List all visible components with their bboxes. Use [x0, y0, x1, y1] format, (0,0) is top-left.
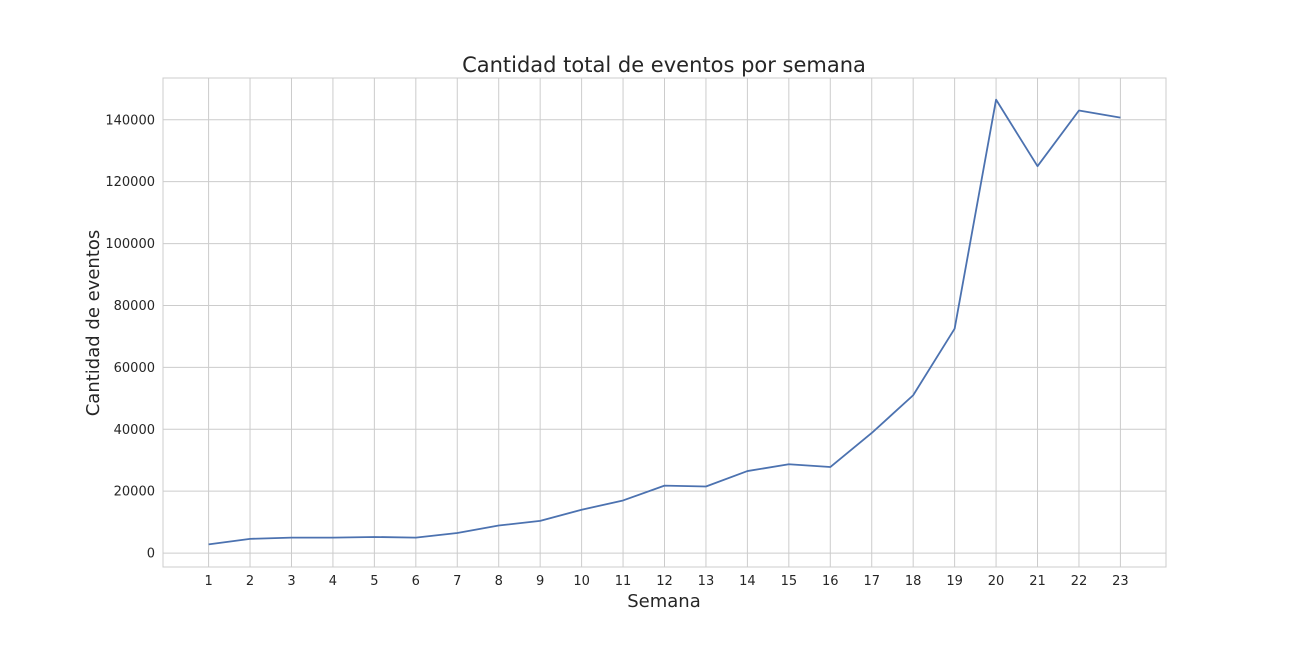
x-tick-label: 11 [615, 574, 632, 589]
y-gridlines [163, 119, 1166, 554]
x-tick-label: 17 [863, 574, 880, 589]
y-tick-label: 40000 [114, 423, 155, 438]
x-tick-label: 9 [536, 574, 544, 589]
x-tick-label: 1 [204, 574, 212, 589]
series-group [208, 98, 1121, 546]
x-tick-label: 21 [1029, 574, 1046, 589]
y-tick-label: 0 [147, 547, 155, 562]
x-tick-label: 13 [698, 574, 715, 589]
x-tick-label: 8 [495, 574, 503, 589]
y-tick-label: 140000 [105, 113, 155, 128]
y-tick-labels: 0 20000 40000 60000 80000 100000 120000 140000 [105, 113, 155, 561]
y-tick-label: 80000 [114, 299, 155, 314]
x-tick-label: 5 [370, 574, 378, 589]
y-axis-label: Cantidad de eventos [83, 230, 104, 417]
plot-frame [162, 77, 1167, 568]
series-line [208, 98, 1121, 546]
x-tick-label: 3 [287, 574, 295, 589]
x-gridlines [208, 78, 1121, 567]
x-tick-label: 23 [1112, 574, 1129, 589]
x-tick-label: 18 [905, 574, 922, 589]
y-tick-label: 60000 [114, 361, 155, 376]
x-tick-label: 22 [1071, 574, 1088, 589]
x-axis-label: Semana [627, 591, 701, 612]
x-tick-label: 15 [781, 574, 798, 589]
y-tick-label: 100000 [105, 237, 155, 252]
x-tick-label: 6 [412, 574, 420, 589]
x-tick-label: 7 [453, 574, 461, 589]
x-tick-label: 4 [329, 574, 337, 589]
y-tick-label: 20000 [114, 485, 155, 500]
x-tick-label: 12 [656, 574, 673, 589]
x-tick-label: 16 [822, 574, 839, 589]
x-tick-label: 10 [573, 574, 590, 589]
y-tick-label: 120000 [105, 175, 155, 190]
x-tick-label: 20 [988, 574, 1005, 589]
chart-title: Cantidad total de eventos por semana [462, 53, 866, 77]
x-tick-labels: 1 2 3 4 5 6 7 8 9 10 11 12 13 14 15 16 17 18 19 20 21 22 23 [204, 574, 1128, 589]
x-tick-label: 14 [739, 574, 756, 589]
x-tick-label: 19 [946, 574, 963, 589]
x-tick-label: 2 [246, 574, 254, 589]
